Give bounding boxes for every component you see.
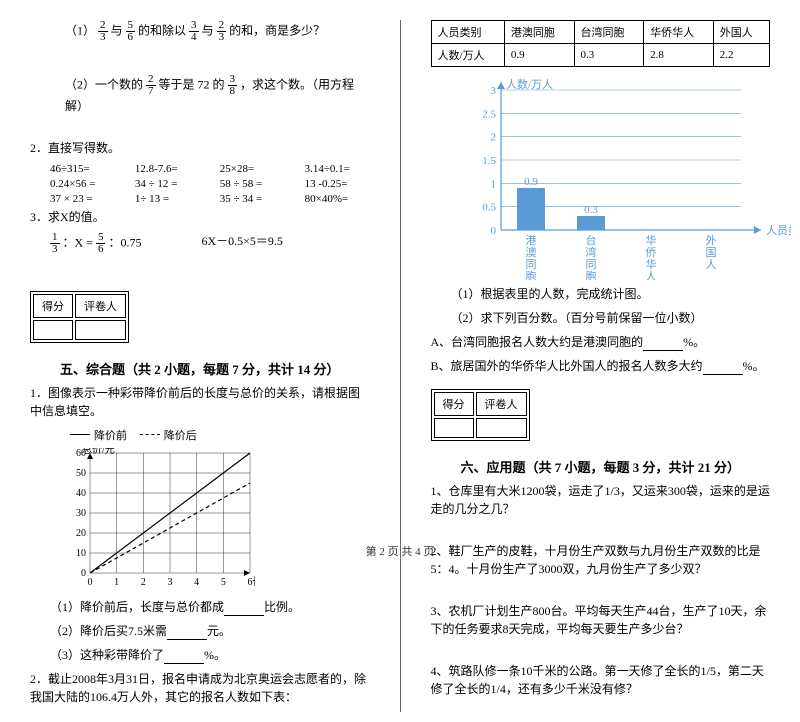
svg-text:人: 人 (705, 258, 716, 271)
svg-text:4: 4 (194, 577, 199, 588)
svg-text:0: 0 (81, 568, 86, 579)
svg-text:20: 20 (76, 528, 86, 539)
q3-title: 3．求X的值。 (30, 208, 370, 226)
svg-text:人: 人 (645, 270, 656, 280)
svg-text:胞: 胞 (525, 270, 536, 280)
app-q4: 4、筑路队修一条10千米的公路。第一天修了全长的1/5，第二天修了全长的1/4，… (431, 662, 771, 698)
score-box-5: 得分 评卷人 (30, 291, 129, 343)
svg-text:2.5: 2.5 (482, 108, 496, 120)
svg-text:华: 华 (645, 233, 656, 247)
svg-text:1: 1 (490, 178, 496, 190)
svg-text:国: 国 (705, 246, 716, 259)
data-table: 人员类别港澳同胞台湾同胞华侨华人外国人 人数/万人0.90.32.82.2 (431, 20, 771, 67)
q1-1-prefix: （1） (65, 23, 95, 37)
svg-text:0.5: 0.5 (482, 202, 496, 214)
svg-text:湾: 湾 (585, 245, 596, 259)
svg-text:同: 同 (585, 259, 596, 271)
svg-text:侨: 侨 (645, 246, 656, 259)
section-6-title: 六、应用题（共 7 小题，每题 3 分，共计 21 分） (431, 457, 771, 476)
sec5-q2: 2．截止2008年3月31日，报名申请成为北京奥运会志愿者的，除我国大陆的106… (30, 670, 370, 706)
svg-text:0.3: 0.3 (584, 204, 598, 216)
page-container: （1） 23 与 56 的和除以 34 与 23 的和，商是多少？ （2）一个数… (0, 0, 800, 722)
svg-text:华: 华 (645, 257, 656, 271)
svg-text:澳: 澳 (525, 246, 536, 259)
svg-text:40: 40 (76, 488, 86, 499)
q2-title: 2．直接写得数。 (30, 139, 370, 157)
sub2: （2）求下列百分数。（百分号前保留一位小数） (451, 309, 771, 327)
left-column: （1） 23 与 56 的和除以 34 与 23 的和，商是多少？ （2）一个数… (30, 20, 370, 712)
svg-text:人数/万人: 人数/万人 (506, 78, 553, 91)
chart1: 01234560102030405060总价/元长度/米 (60, 448, 370, 593)
blank (224, 604, 264, 616)
q1-1: （1） 23 与 56 的和除以 34 与 23 的和，商是多少？ (65, 20, 370, 43)
svg-text:2: 2 (141, 577, 146, 588)
chart2: 00.511.522.53人数/万人人员类别0.9港澳同胞0.3台湾同胞华侨华人… (461, 75, 771, 280)
svg-text:胞: 胞 (585, 270, 596, 280)
svg-text:0.9: 0.9 (524, 176, 538, 188)
svg-text:人员类别: 人员类别 (766, 223, 791, 237)
svg-text:1.5: 1.5 (482, 155, 496, 167)
svg-text:3: 3 (490, 85, 496, 97)
dashed-line-icon (140, 434, 160, 435)
solid-line-icon (70, 434, 90, 435)
svg-text:3: 3 (168, 577, 173, 588)
svg-text:0: 0 (88, 577, 93, 588)
svg-text:50: 50 (76, 468, 86, 479)
svg-text:5: 5 (221, 577, 226, 588)
score-box-6: 得分 评卷人 (431, 389, 530, 441)
app-q1: 1、仓库里有大米1200袋，运走了1/3，又运来300袋，运来的是运走的几分之几… (431, 482, 771, 518)
svg-text:台: 台 (585, 233, 596, 247)
column-divider (400, 20, 401, 712)
sub1: （1）根据表里的人数，完成统计图。 (451, 285, 771, 303)
sec5-q1: 1．图像表示一种彩带降价前后的长度与总价的关系，请根据图中信息填空。 (30, 384, 370, 420)
svg-text:同: 同 (525, 259, 536, 271)
app-q3: 3、农机厂计划生产800台。平均每天生产44台，生产了10天，余下的任务要求8天… (431, 602, 771, 638)
page-footer: 第 2 页 共 4 页 (0, 543, 800, 559)
q1-2: （2）一个数的 27 等于是 72 的 38 ，求这个数。（用方程解） (65, 74, 370, 115)
svg-text:长度/米: 长度/米 (252, 575, 255, 588)
svg-text:外: 外 (705, 234, 716, 247)
svg-text:总价/元: 总价/元 (82, 448, 115, 456)
q3-b: 6X－0.5×5＝9.5 (201, 232, 282, 255)
svg-text:30: 30 (76, 508, 86, 519)
q3-eqs: 13 ：X = 56 ：0.75 6X－0.5×5＝9.5 (50, 232, 370, 255)
svg-text:1: 1 (114, 577, 119, 588)
chart1-legend: 降价前 降价后 (70, 426, 370, 443)
right-column: 人员类别港澳同胞台湾同胞华侨华人外国人 人数/万人0.90.32.82.2 0 0… (431, 20, 771, 712)
q2-rows: 46÷315=12.8-7.6=25×28=3.14÷0.1=0.24×56 =… (30, 163, 370, 205)
svg-text:2: 2 (490, 132, 496, 144)
svg-text:港: 港 (525, 234, 536, 247)
section-5-title: 五、综合题（共 2 小题，每题 7 分，共计 14 分） (30, 359, 370, 378)
svg-text:0: 0 (490, 225, 496, 237)
